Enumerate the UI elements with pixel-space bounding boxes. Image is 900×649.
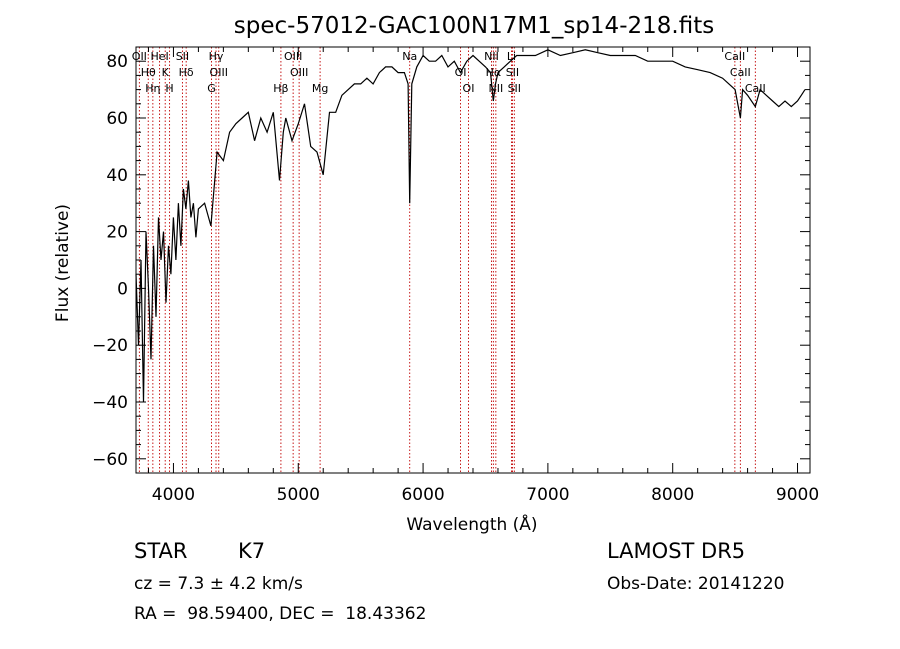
- y-tick-label: −20: [92, 336, 128, 356]
- survey-name: LAMOST DR5: [607, 539, 746, 563]
- obs-date: Obs-Date: 20141220: [607, 574, 785, 594]
- line-marker-label: NII: [484, 50, 499, 63]
- y-tick-label: 60: [106, 109, 128, 129]
- line-markers: [138, 47, 756, 473]
- line-marker-labels: OIIHθHηHeIKHSIIHδGHγOIIIHβOIIIOIIIMgNaOI…: [132, 50, 766, 95]
- line-marker-label: OIII: [290, 66, 308, 79]
- object-class: STAR: [134, 539, 188, 563]
- line-marker-label: CaII: [730, 66, 751, 79]
- spectrum-line: [135, 49, 806, 403]
- y-axis: −60 −40 −20 0 20 40 60 80: [92, 52, 810, 470]
- x-axis-label: Wavelength (Å): [406, 513, 537, 535]
- line-marker-label: SII: [506, 66, 519, 79]
- redshift-readout: cz = 7.3 ± 4.2 km/s: [134, 574, 303, 594]
- line-marker-label: HeI: [150, 50, 168, 63]
- y-tick-label: 0: [117, 279, 128, 299]
- x-tick-label: 6000: [401, 485, 444, 505]
- line-marker-label: SII: [176, 50, 189, 63]
- line-marker-label: OIII: [210, 66, 228, 79]
- y-tick-label: 20: [106, 223, 128, 243]
- line-marker-label: Hδ: [179, 66, 194, 79]
- x-tick-label: 4000: [152, 485, 195, 505]
- y-tick-label: 40: [106, 166, 128, 186]
- line-marker-label: CaII: [745, 82, 766, 95]
- line-marker-label: SII: [508, 82, 521, 95]
- line-marker-label: Li: [507, 50, 516, 63]
- line-marker-label: H: [165, 82, 173, 95]
- line-marker-label: CaII: [724, 50, 745, 63]
- line-marker-label: Hβ: [273, 82, 288, 95]
- y-tick-label: −60: [92, 450, 128, 470]
- y-axis-label: Flux (relative): [53, 204, 73, 322]
- x-tick-label: 5000: [277, 485, 320, 505]
- line-marker-label: G: [207, 82, 216, 95]
- object-subclass: K7: [238, 539, 266, 563]
- x-axis: 4000 5000 6000 7000 8000 9000: [147, 47, 819, 505]
- chart-title: spec-57012-GAC100N17M1_sp14-218.fits: [234, 13, 714, 39]
- line-marker-label: K: [162, 66, 170, 79]
- line-marker-label: Hθ: [141, 66, 156, 79]
- line-marker-label: Hγ: [209, 50, 224, 63]
- line-marker-label: OIII: [284, 50, 302, 63]
- x-tick-label: 7000: [526, 485, 569, 505]
- y-tick-label: −40: [92, 393, 128, 413]
- line-marker-label: Mg: [312, 82, 328, 95]
- line-marker-label: OI: [463, 82, 475, 95]
- coordinates: RA = 98.59400, DEC = 18.43362: [134, 604, 427, 624]
- line-marker-label: Na: [402, 50, 417, 63]
- line-marker-label: Hη: [145, 82, 160, 95]
- plot-frame: [135, 46, 811, 474]
- x-tick-label: 9000: [776, 485, 819, 505]
- x-tick-label: 8000: [651, 485, 694, 505]
- y-tick-label: 80: [106, 52, 128, 72]
